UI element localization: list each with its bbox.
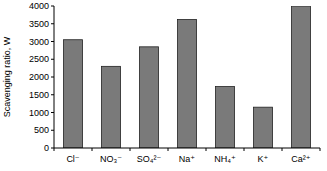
x-axis-line xyxy=(54,148,320,149)
bar xyxy=(102,66,121,148)
bar xyxy=(216,87,235,148)
y-tick xyxy=(51,59,54,60)
bar xyxy=(178,19,197,148)
y-tick-label: 2500 xyxy=(29,54,49,64)
x-tick xyxy=(168,148,169,151)
y-tick xyxy=(51,23,54,24)
y-tick xyxy=(51,6,54,7)
x-tick xyxy=(130,148,131,151)
y-tick-label: 1000 xyxy=(29,108,49,118)
bar xyxy=(64,40,83,148)
bar xyxy=(140,47,159,148)
x-tick xyxy=(282,148,283,151)
chart-svg: 0 500 1000 1500 2000 2500 3000 3500 4000 Cl⁻ NO₃⁻ S… xyxy=(0,0,327,171)
chart-container: 0 500 1000 1500 2000 2500 3000 3500 4000 Cl⁻ NO₃⁻ S… xyxy=(0,0,327,171)
x-tick xyxy=(92,148,93,151)
y-tick xyxy=(51,112,54,113)
y-tick xyxy=(51,94,54,95)
y-tick xyxy=(51,130,54,131)
bar xyxy=(292,6,311,148)
x-tick xyxy=(244,148,245,151)
x-tick-label: Cl⁻ xyxy=(66,154,79,164)
bars xyxy=(64,6,311,148)
y-axis-label: Scavenging ratio, W xyxy=(2,36,12,117)
x-tick-label: SO₄²⁻ xyxy=(137,154,162,164)
y-tick xyxy=(51,77,54,78)
y-tick-label: 3000 xyxy=(29,37,49,47)
x-tick-label: NO₃⁻ xyxy=(100,154,122,164)
y-tick-label: 2000 xyxy=(29,72,49,82)
x-tick xyxy=(54,148,55,151)
x-tick xyxy=(320,148,321,151)
y-tick-label: 1500 xyxy=(29,90,49,100)
y-tick xyxy=(51,41,54,42)
y-tick-label: 4000 xyxy=(29,1,49,11)
x-tick-label: Na⁺ xyxy=(179,154,196,164)
x-tick-label: Ca²⁺ xyxy=(291,154,311,164)
bar xyxy=(254,107,273,148)
x-tick-label: NH₄⁺ xyxy=(214,154,236,164)
y-tick-label: 500 xyxy=(34,125,49,135)
x-tick xyxy=(206,148,207,151)
y-tick-label: 0 xyxy=(44,143,49,153)
y-tick-label: 3500 xyxy=(29,19,49,29)
x-tick-label: K⁺ xyxy=(258,154,269,164)
